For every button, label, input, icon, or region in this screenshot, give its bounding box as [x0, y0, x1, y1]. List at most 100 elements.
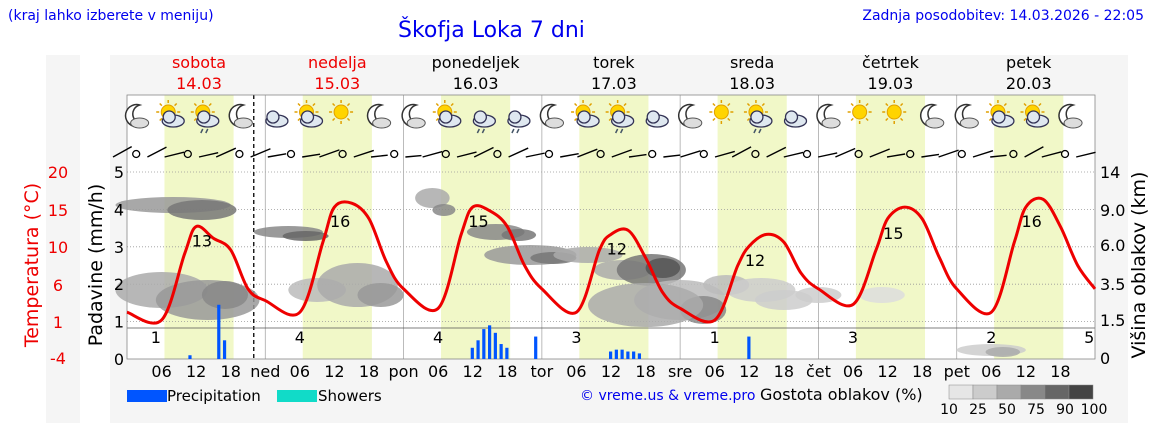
wind-barb: [611, 149, 633, 158]
cloud-scale-swatch: [1020, 384, 1046, 400]
hour-tick: 06: [566, 362, 586, 381]
wind-calm-marker: [338, 149, 347, 159]
precip-bar: [188, 355, 192, 359]
cloud-height-tick: 0: [1100, 349, 1110, 368]
day-name: sreda: [730, 53, 774, 72]
precip-bar: [476, 340, 480, 359]
cloud-scale-label: 100: [1081, 402, 1108, 418]
sun-cloud-icon: [156, 100, 185, 128]
sun-cloud-icon: [432, 100, 462, 128]
precip-bar: [499, 344, 503, 359]
temp-tick: 6: [53, 276, 63, 295]
hour-tick: 18: [774, 362, 794, 381]
moon-icon: [954, 103, 979, 129]
wind-calm-marker: [1009, 149, 1018, 159]
day-abbr: ned: [250, 362, 280, 381]
cloud-scale-swatch: [972, 384, 998, 400]
wind-barb: [577, 148, 598, 158]
day-abbr: sre: [668, 362, 692, 381]
cloud-scale-label: 25: [969, 402, 987, 418]
sun-icon: [329, 100, 354, 124]
wind-barb: [525, 152, 545, 158]
hour-tick: 18: [912, 362, 932, 381]
day-name: torek: [593, 53, 635, 72]
precip-bar: [632, 351, 636, 359]
sun-cloud-icon: [294, 100, 324, 128]
sun-rain-icon: [190, 100, 220, 134]
cloud-height-axis-label: Višina oblakov (km): [1128, 172, 1150, 359]
hour-tick: 18: [1050, 362, 1070, 381]
temp-value-label: 3: [848, 328, 858, 347]
wind-calm-marker: [854, 149, 863, 159]
moon-icon: [919, 103, 945, 129]
wind-calm-marker: [596, 149, 605, 159]
hour-tick: 18: [635, 362, 655, 381]
precip-tick: 1: [114, 313, 124, 332]
temp-value-label: 12: [745, 251, 765, 270]
cloud-density-blob: [201, 281, 248, 309]
wind-barb: [147, 146, 167, 158]
wind-calm-marker: [802, 149, 812, 159]
wind-barb: [302, 153, 321, 158]
wind-calm-marker: [132, 149, 141, 159]
day-date: 19.03: [868, 74, 914, 93]
wind-barb: [1024, 146, 1044, 158]
hour-tick: 06: [843, 362, 863, 381]
wind-calm-marker: [235, 149, 244, 159]
temp-tick: 15: [48, 201, 68, 220]
moon-icon: [677, 103, 703, 129]
temp-tick: 10: [48, 238, 68, 257]
wind-barb: [1076, 151, 1096, 158]
cloud-density-blob: [553, 247, 623, 263]
precip-tick: 5: [114, 163, 124, 182]
precip-bar: [493, 332, 497, 359]
temp-value-label: 5: [1084, 328, 1094, 347]
daylight-band: [717, 95, 787, 359]
wind-calm-marker: [906, 149, 915, 159]
wind-barb: [766, 146, 787, 158]
hour-tick: 12: [1016, 362, 1036, 381]
wind-barb: [473, 146, 494, 158]
day-name: četrtek: [862, 53, 920, 72]
wind-barb: [680, 150, 701, 158]
temp-value-label: 2: [986, 328, 996, 347]
wind-barb: [198, 152, 219, 158]
cloud-density-blob: [167, 200, 237, 220]
moon-icon: [366, 103, 392, 129]
temp-value-label: 1: [151, 328, 161, 347]
temp-tick: 1: [53, 313, 63, 332]
cloud-density-blob: [415, 188, 450, 208]
wind-barb: [990, 154, 1007, 158]
wind-barb: [714, 150, 735, 158]
hour-tick: 12: [601, 362, 621, 381]
moon-icon: [401, 103, 426, 129]
cloud-scale-label: 50: [998, 402, 1016, 418]
legend-showers-label: Showers: [318, 387, 382, 405]
left-panel-bg: [46, 55, 80, 423]
precip-tick: 0: [114, 350, 124, 369]
cloud-rain-icon: [507, 110, 531, 134]
cloud-scale-label: 75: [1027, 402, 1045, 418]
temp-value-label: 4: [295, 328, 305, 347]
precip-bar: [482, 329, 486, 359]
precip-bar: [614, 349, 618, 359]
wind-calm-marker: [648, 149, 657, 159]
last-update: Zadnja posodobitev: 14.03.2026 - 22:05: [862, 8, 1144, 24]
precip-bar: [488, 325, 492, 359]
cloud-scale-swatch: [1044, 384, 1070, 400]
wind-barb: [508, 147, 529, 158]
wind-barb: [921, 153, 940, 158]
wind-calm-marker: [544, 149, 554, 159]
wind-barb: [370, 154, 388, 158]
cloud-density-blob: [282, 231, 329, 241]
temp-value-label: 13: [192, 232, 212, 251]
precip-bar: [217, 304, 221, 359]
wind-barb: [972, 150, 994, 158]
cloud-scale-label: 10: [940, 402, 958, 418]
hour-tick: 12: [877, 362, 897, 381]
day-date: 18.03: [729, 74, 775, 93]
precip-bar: [637, 353, 642, 359]
cloud-density-blob: [985, 347, 1021, 357]
cloud-height-tick: 6.0: [1100, 236, 1125, 255]
precip-bar: [620, 349, 624, 359]
